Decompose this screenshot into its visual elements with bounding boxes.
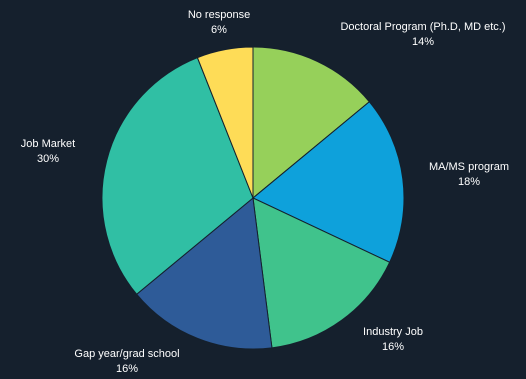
pie-slice-no-response — [196, 46, 254, 199]
label-gap-year-value: 16% — [115, 363, 139, 375]
pie-slice-industry-job — [252, 197, 391, 349]
label-gap-year-name: Gap year/grad school — [74, 348, 180, 360]
label-industry-job-name: Industry Job — [363, 326, 423, 338]
label-industry-job: Industry Job 16% — [363, 325, 423, 355]
pie-slice-doctoral-program-ph-d-md-etc — [252, 46, 371, 200]
pie-slice-ma-ms-program — [252, 101, 405, 263]
label-no-response: No response 6% — [188, 8, 250, 38]
label-no-response-value: 6% — [211, 24, 227, 36]
pie-slice-gap-year-grad-school — [135, 197, 273, 350]
label-job-market-name: Job Market — [20, 138, 76, 150]
label-industry-job-value: 16% — [381, 341, 405, 353]
label-job-market: Job Market 30% — [21, 137, 75, 167]
label-ma-ms-program-value: 18% — [457, 176, 481, 188]
label-ma-ms-program: MA/MS program 18% — [429, 160, 509, 190]
label-doctoral-program-value: 14% — [411, 36, 435, 48]
label-doctoral-program: Doctoral Program (Ph.D, MD etc.) 14% — [340, 20, 505, 50]
label-no-response-name: No response — [187, 9, 251, 21]
label-doctoral-program-name: Doctoral Program (Ph.D, MD etc.) — [340, 21, 506, 33]
label-job-market-value: 30% — [36, 153, 60, 165]
label-gap-year: Gap year/grad school 16% — [74, 347, 179, 377]
label-ma-ms-program-name: MA/MS program — [428, 161, 510, 173]
pie-slice-job-market — [101, 56, 254, 295]
